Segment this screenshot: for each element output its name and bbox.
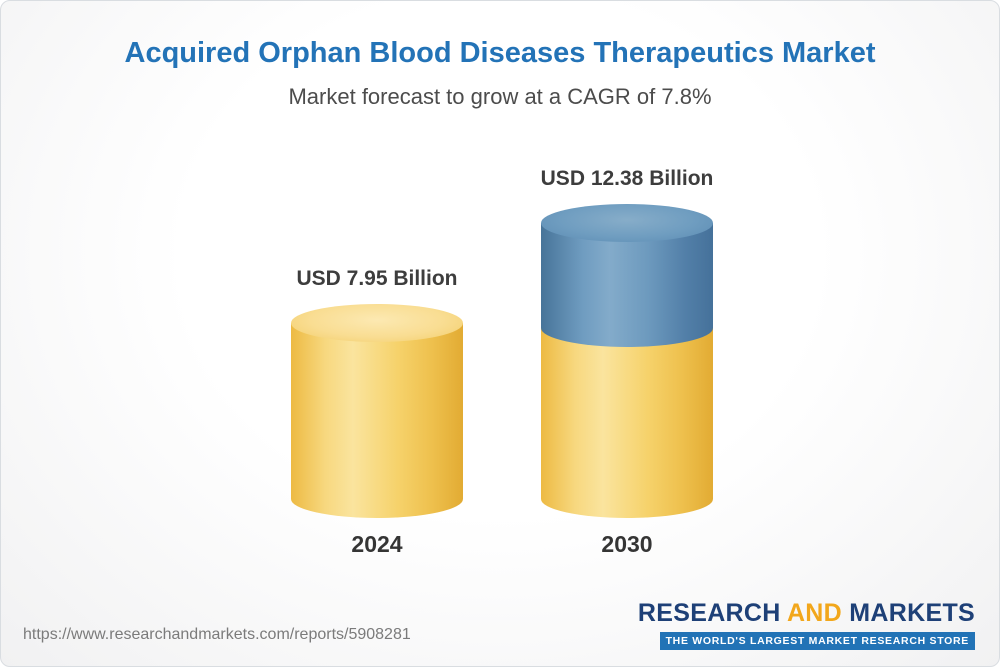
bar-2030 (541, 204, 713, 524)
bar-2024 (291, 304, 463, 524)
bar-2030-top-ellipse (541, 204, 713, 242)
bar-2030-growth-segment (541, 223, 713, 347)
logo-word-and: AND (786, 599, 843, 627)
logo-word-markets: MARKETS (849, 599, 975, 627)
bar-2024-body (291, 323, 463, 518)
report-url-link[interactable]: https://www.researchandmarkets.com/repor… (23, 626, 411, 643)
bar-value-label-2030: USD 12.38 Billion (540, 167, 714, 190)
research-and-markets-logo: RESEARCH AND MARKETS THE WORLD'S LARGEST… (638, 599, 975, 650)
bar-2024-top-ellipse (291, 304, 463, 342)
page-subtitle: Market forecast to grow at a CAGR of 7.8… (288, 84, 712, 109)
logo-wordmark: RESEARCH AND MARKETS (638, 599, 975, 628)
logo-word-research: RESEARCH (637, 599, 781, 627)
page-title: Acquired Orphan Blood Diseases Therapeut… (124, 37, 876, 69)
bar-value-label-2024: USD 7.95 Billion (296, 267, 458, 290)
x-axis-label-2024: 2024 (351, 531, 403, 557)
logo-tagline: THE WORLD'S LARGEST MARKET RESEARCH STOR… (659, 632, 975, 650)
bar-2030-base-segment (541, 328, 713, 518)
x-axis-label-2030: 2030 (601, 531, 653, 557)
